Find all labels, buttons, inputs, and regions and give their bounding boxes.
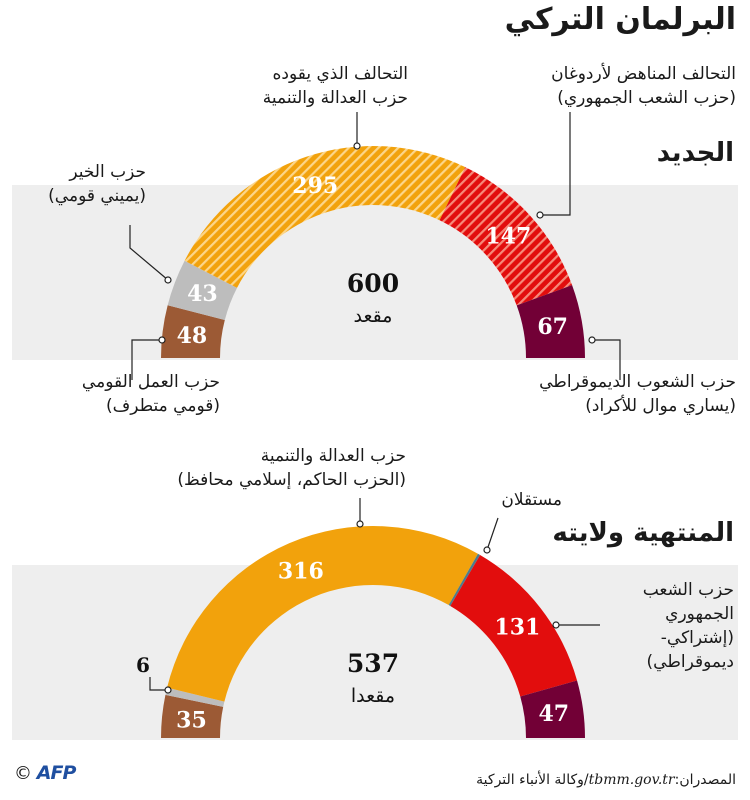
slice-new-mhp: [161, 305, 225, 358]
label-old-akp: حزب العدالة والتنمية (الحزب الحاكم، إسلا…: [177, 446, 406, 490]
subtitle-new: الجديد: [656, 138, 734, 168]
total-old-unit: مقعدا: [351, 685, 395, 707]
slice-old-hdp: [520, 680, 585, 738]
label-new-mhp: حزب العمل القومي (قومي متطرف): [81, 372, 220, 416]
slice-new-iyi: [167, 260, 238, 320]
slice-new-akp: [184, 146, 466, 288]
leader-dot: [356, 520, 364, 528]
label-new-chp: التحالف المناهض لأردوغان (حزب الشعب الجم…: [551, 64, 736, 108]
leader-dot: [588, 336, 596, 344]
value-label-old-mhp: 35: [176, 707, 207, 733]
leader-dot: [158, 336, 166, 344]
slice-old-indep: [448, 553, 481, 606]
leader-old-iyi: [149, 677, 168, 691]
label-new-hdp: حزب الشعوب الديموقراطي (يساري موال للأكر…: [539, 372, 736, 416]
band-outgoing: [12, 565, 738, 740]
afp-credit: © AFP: [14, 762, 77, 784]
leader-new-hdp: [592, 339, 621, 380]
slice-new-hdp: [516, 285, 585, 358]
slice-old-akp: [167, 525, 478, 702]
label-new-iyi: حزب الخير (يميني قومي): [48, 162, 146, 206]
source-note: المصدران:tbmm.gov.tr/وكالة الأنباء الترك…: [476, 772, 736, 788]
label-new-akp: التحالف الذي يقوده حزب العدالة والتنمية: [262, 64, 408, 108]
value-label-old-akp: 316: [278, 558, 324, 584]
slice-new-chp: [439, 167, 573, 306]
leader-new-chp: [540, 112, 571, 216]
leader-dot: [164, 686, 172, 694]
band-new: [12, 185, 738, 360]
total-old: 537: [347, 649, 399, 678]
leader-dot: [536, 211, 544, 219]
leader-lines: [129, 112, 621, 691]
value-label-new-iyi: 43: [187, 281, 218, 307]
total-new: 600: [347, 269, 399, 298]
leader-dot: [353, 142, 361, 150]
page-title: البرلمان التركي: [504, 2, 736, 37]
leader-dot: [164, 276, 172, 284]
value-label-new-akp: 295: [292, 173, 338, 199]
leader-old-indep: [486, 517, 499, 551]
subtitle-outgoing: المنتهية ولايته: [552, 518, 734, 548]
value-label-new-chp: 147: [485, 224, 531, 250]
value-label-old-hdp: 47: [538, 701, 569, 727]
total-new-unit: مقعد: [354, 305, 393, 327]
slice-old-chp: [450, 555, 578, 697]
value-label-old-chp: 131: [494, 614, 540, 640]
leader-new-iyi: [129, 225, 169, 281]
slice-old-iyi: [165, 687, 225, 707]
leader-new-mhp: [131, 339, 162, 380]
value-label-new-mhp: 48: [177, 323, 208, 349]
afp-logo-icon: AFP: [36, 762, 77, 784]
label-old-chp: حزب الشعب الجمهوري (إشتراكي- ديموقراطي): [642, 580, 734, 672]
label-old-indep: مستقلان: [501, 490, 562, 510]
value-label-new-hdp: 67: [537, 314, 568, 340]
leader-dot: [552, 621, 560, 629]
value-label-old-iyi: 6: [136, 653, 150, 677]
slice-old-mhp: [161, 694, 224, 738]
leader-dot: [483, 546, 491, 554]
